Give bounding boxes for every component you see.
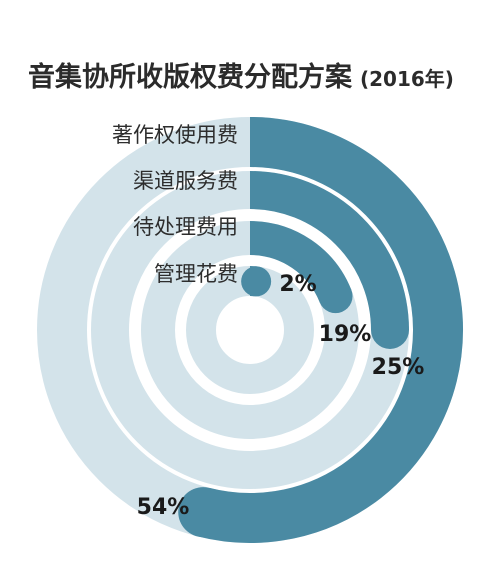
category-label: 管理花费 — [154, 262, 238, 286]
category-label: 待处理费用 — [133, 215, 238, 239]
chart-subtitle-text: (2016年) — [360, 67, 454, 91]
value-label: 25% — [372, 355, 425, 380]
chart-title-text: 音集协所收版权费分配方案 — [28, 61, 353, 93]
category-label: 著作权使用费 — [112, 123, 238, 147]
ring-bar — [197, 117, 463, 543]
ring-bar-cap — [371, 311, 409, 349]
ring-bar-cap — [318, 279, 353, 314]
ring-bar-cap — [241, 266, 272, 297]
value-labels: 54% 25%19%2% — [137, 272, 425, 520]
ring-bars — [178, 117, 463, 543]
ring-bar-cap — [178, 487, 229, 538]
value-label: 19% — [319, 322, 372, 347]
ring-bar — [249, 171, 409, 331]
value-label: 54% — [137, 495, 190, 520]
value-label: 2% — [279, 272, 316, 297]
category-label: 渠道服务费 — [133, 169, 238, 193]
chart-title: 音集协所收版权费分配方案 (2016年) — [28, 61, 454, 93]
